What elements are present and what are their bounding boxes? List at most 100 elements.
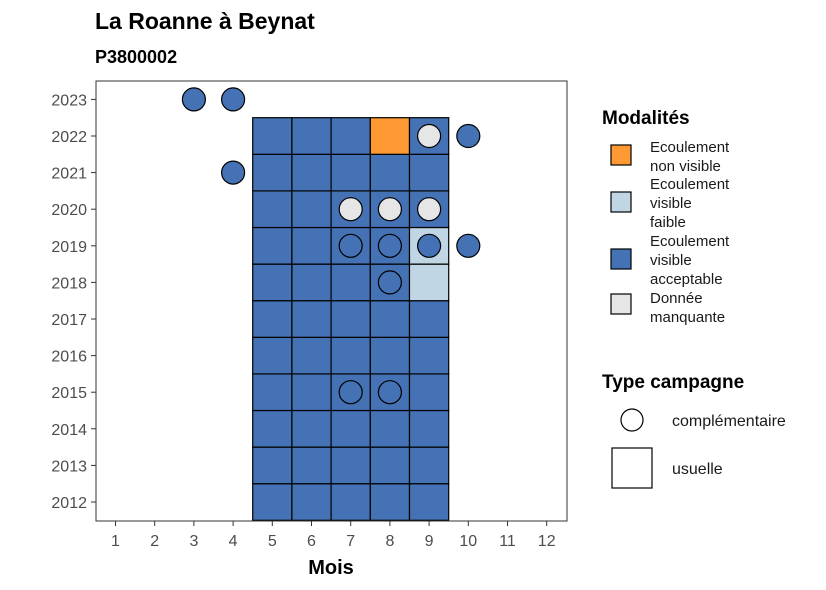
cell-2017-9 (408, 300, 450, 338)
legend-key-manquante (610, 293, 632, 315)
y-tick-label-2023: 2023 (51, 92, 87, 109)
point-2022-10 (456, 123, 481, 149)
x-tick-label-8: 8 (385, 533, 394, 550)
plot-panel-border (95, 80, 568, 522)
cell-2020-8 (369, 190, 411, 229)
point-2021-4 (221, 160, 246, 185)
legend-type-campagne-title: Type campagne (602, 372, 744, 393)
cell-2015-5 (252, 373, 293, 412)
cell-2012-9 (408, 483, 450, 521)
legend-label-faible: Ecoulement visible faible (650, 176, 730, 231)
y-tick-label-2019: 2019 (51, 239, 87, 256)
legend-key-non_visible (610, 144, 632, 166)
x-tick-label-11: 11 (499, 533, 516, 550)
cell-2014-8 (369, 409, 411, 448)
y-tick-label-2020: 2020 (51, 202, 87, 219)
cell-2021-7 (330, 153, 371, 192)
cell-2022-8 (369, 117, 411, 155)
chart-title: La Roanne à Beynat (95, 8, 315, 34)
y-tick-label-2017: 2017 (51, 312, 87, 329)
cell-2021-5 (252, 153, 293, 192)
cell-2012-8 (369, 483, 411, 521)
point-2020-9 (417, 197, 442, 222)
cell-2014-9 (408, 409, 450, 448)
point-2023-4 (221, 87, 246, 112)
x-axis-label: Mois (308, 557, 354, 579)
cell-2018-7 (330, 263, 371, 302)
point-2018-8 (377, 270, 402, 295)
x-tick-label-6: 6 (307, 533, 316, 550)
point-2019-10 (456, 233, 481, 258)
cell-2018-5 (252, 263, 293, 302)
legend-modalites: Modalités Ecoulement non visibleEcoulemen… (602, 108, 730, 326)
cell-2016-8 (369, 336, 411, 375)
cell-2016-6 (291, 336, 332, 375)
cell-2017-5 (252, 300, 293, 338)
point-2023-3 (181, 87, 206, 112)
cell-2018-9 (408, 263, 450, 302)
cell-2019-5 (252, 226, 293, 265)
y-tick-label-2018: 2018 (51, 275, 87, 292)
cell-2018-6 (291, 263, 332, 302)
cell-2013-7 (330, 446, 371, 485)
cell-2017-7 (330, 300, 371, 338)
legend-square-key (611, 447, 653, 489)
x-tick-label-4: 4 (229, 533, 238, 550)
cell-2017-6 (291, 300, 332, 338)
cell-2013-5 (252, 446, 293, 485)
y-tick-label-2013: 2013 (51, 458, 87, 475)
cell-2012-5 (252, 483, 293, 521)
y-tick-label-2014: 2014 (51, 422, 87, 439)
legend-type-campagne: Type campagne complémentaire usuelle (602, 372, 786, 489)
point-2022-9 (417, 123, 442, 149)
y-tick-label-2012: 2012 (51, 495, 87, 512)
cell-2016-7 (330, 336, 371, 375)
cell-2013-6 (291, 446, 332, 485)
cell-2019-6 (291, 226, 332, 265)
point-2020-8 (377, 197, 402, 222)
point-2015-7 (338, 380, 363, 405)
point-2019-7 (338, 233, 363, 258)
point-2020-7 (338, 197, 363, 222)
legend-complementaire-label: complémentaire (672, 413, 786, 430)
legend-modalites-title: Modalités (602, 108, 690, 129)
y-tick-label-2021: 2021 (51, 166, 87, 183)
cell-2021-9 (408, 153, 450, 192)
cell-2021-8 (369, 153, 411, 192)
cell-2014-5 (252, 409, 293, 448)
point-2019-8 (377, 233, 402, 258)
cell-2022-7 (330, 117, 371, 155)
point-2019-9 (417, 233, 442, 258)
legend-usuelle-label: usuelle (672, 461, 723, 478)
legend-circle-key (620, 408, 644, 432)
legend-label-acceptable: Ecoulement visible acceptable (650, 233, 730, 288)
cell-2016-5 (252, 336, 293, 375)
plot-area (181, 87, 481, 521)
x-tick-label-1: 1 (111, 533, 120, 550)
cell-2015-9 (408, 373, 450, 412)
legend-key-faible (610, 191, 632, 213)
cell-2014-6 (291, 409, 332, 448)
cell-2015-6 (291, 373, 332, 412)
x-tick-label-9: 9 (425, 533, 434, 550)
axes: 1 2 3 4 5 6 7 8 9 10 11 122012201320142015201620172… (51, 92, 555, 550)
cell-2021-6 (291, 153, 332, 192)
y-tick-label-2015: 2015 (51, 385, 87, 402)
cell-2022-6 (291, 117, 332, 155)
cell-2012-7 (330, 483, 371, 521)
point-2015-8 (377, 380, 402, 405)
x-tick-label-3: 3 (189, 533, 198, 550)
cell-2022-5 (252, 117, 293, 155)
legend-key-acceptable (610, 248, 632, 270)
y-tick-label-2016: 2016 (51, 349, 87, 366)
x-tick-label-2: 2 (150, 533, 159, 550)
x-tick-label-5: 5 (268, 533, 277, 550)
cell-2013-8 (369, 446, 411, 485)
x-tick-label-12: 12 (538, 533, 556, 550)
cell-2016-9 (408, 336, 450, 375)
y-tick-label-2022: 2022 (51, 129, 87, 146)
cell-2020-5 (252, 190, 293, 229)
x-tick-label-10: 10 (459, 533, 477, 550)
x-tick-label-7: 7 (346, 533, 355, 550)
